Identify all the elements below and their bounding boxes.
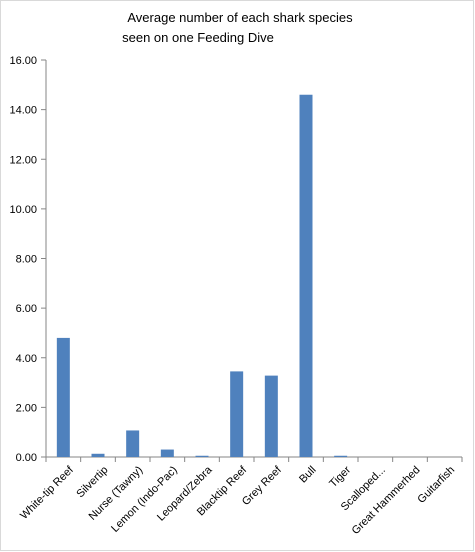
y-tick-label: 4.00 (16, 353, 37, 365)
bar (126, 430, 140, 457)
y-tick-label: 0.00 (16, 452, 37, 464)
bar (230, 371, 244, 457)
bar (56, 337, 70, 457)
bar (299, 94, 313, 458)
x-category-label: Guitarfish (415, 464, 457, 506)
bars (56, 94, 348, 458)
bar (195, 455, 209, 457)
y-tick-label: 8.00 (16, 254, 37, 266)
y-tick-label: 6.00 (16, 303, 37, 315)
x-category-label: Great Hammerhed (350, 464, 423, 537)
y-tick-label: 14.00 (9, 105, 37, 117)
x-category-label: Lemon (Indo-Pac) (109, 464, 180, 535)
chart-title-line-1: Average number of each shark species (127, 10, 353, 25)
chart-title-line-2: seen on one Feeding Dive (122, 30, 274, 45)
axes (41, 59, 463, 462)
bar (334, 455, 348, 457)
y-tick-labels: 0.00 2.00 4.00 6.00 8.00 10.00 12.00 14.00 16.00 (9, 55, 37, 464)
x-category-label: Tiger (327, 464, 353, 490)
bar (160, 449, 174, 457)
y-tick-label: 16.00 (9, 55, 37, 67)
y-tick-label: 10.00 (9, 204, 37, 216)
bar (91, 453, 105, 457)
y-tick-label: 2.00 (16, 402, 37, 414)
bar (264, 375, 278, 457)
x-category-label: Bull (297, 464, 318, 485)
y-tick-label: 12.00 (9, 154, 37, 166)
x-category-label: White-tip Reef (18, 463, 76, 521)
